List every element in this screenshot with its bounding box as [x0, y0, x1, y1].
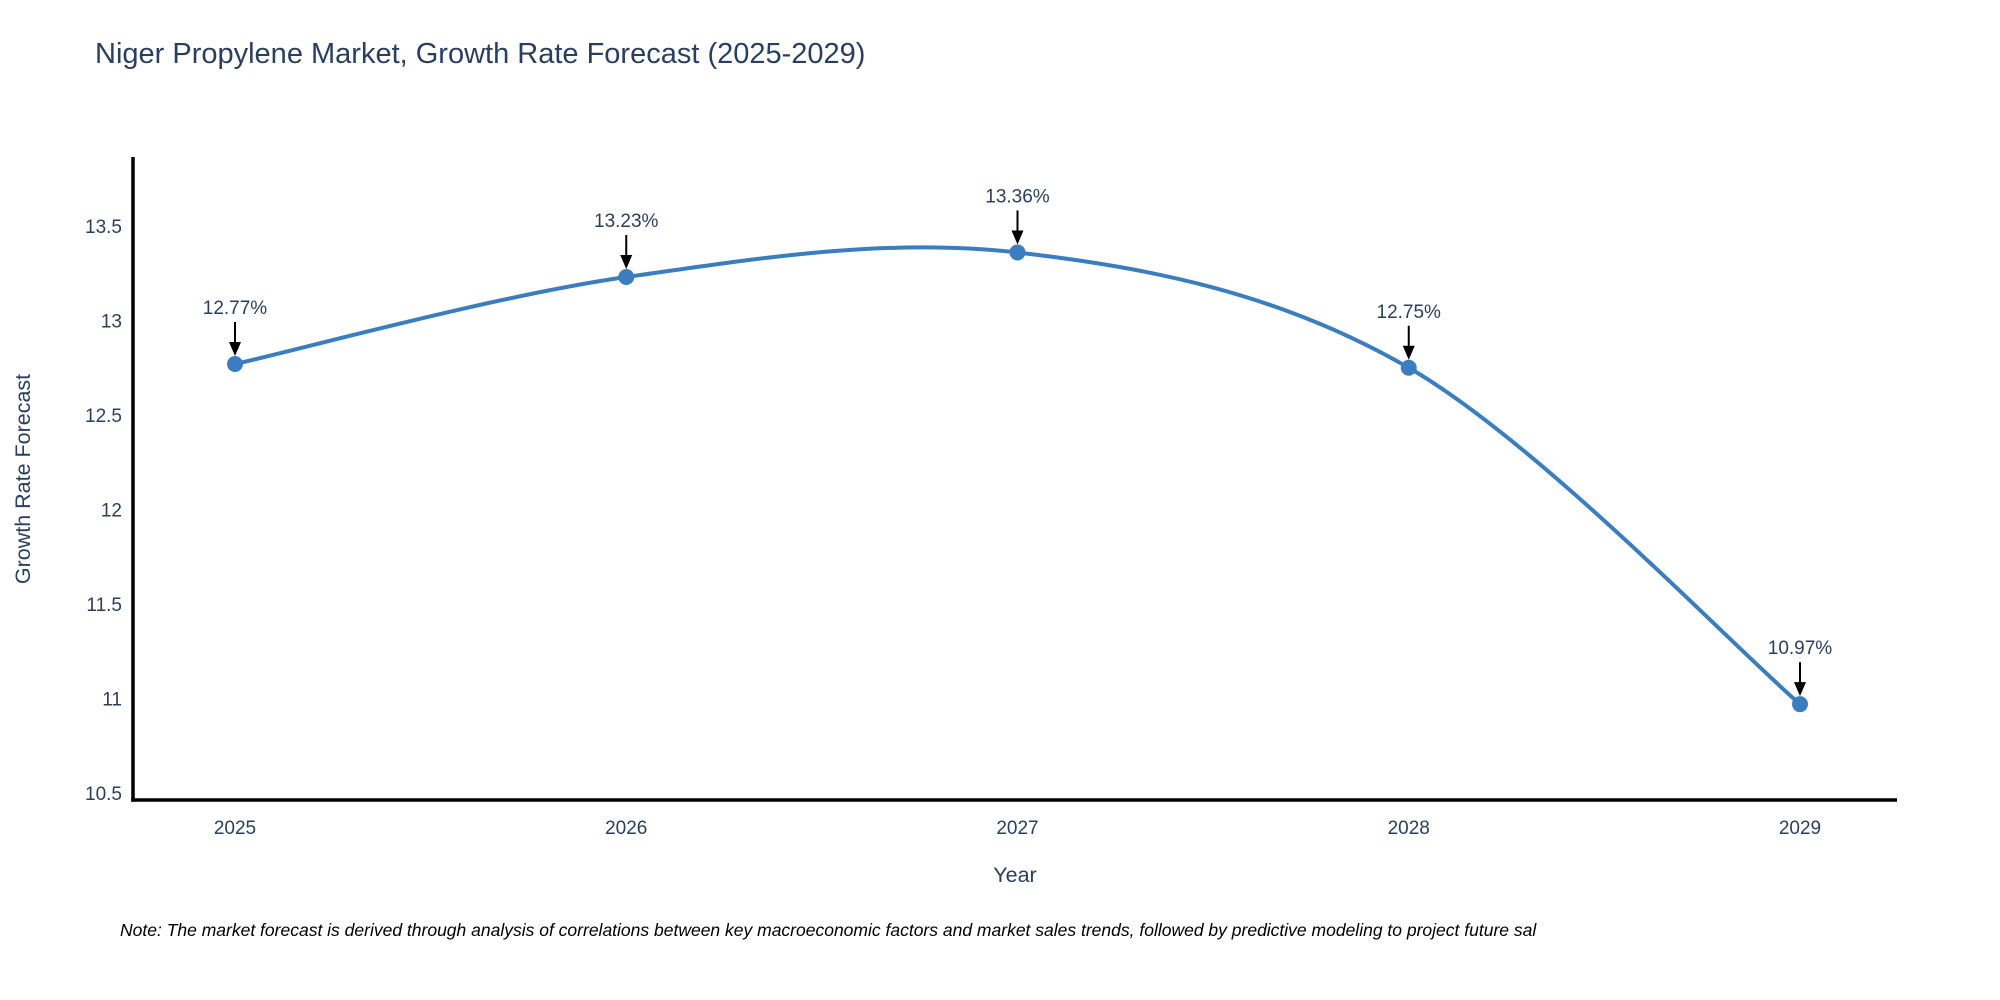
annotation-arrowhead-icon — [620, 255, 633, 270]
y-tick-label: 13 — [101, 312, 122, 333]
data-point-marker — [1400, 359, 1417, 376]
x-tick-label: 2029 — [1779, 818, 1821, 839]
x-tick-label: 2025 — [214, 818, 256, 839]
x-axis-title: Year — [993, 863, 1036, 887]
y-tick-label: 12.5 — [85, 406, 122, 427]
y-tick-label: 13.5 — [85, 217, 122, 238]
forecast-line — [233, 245, 1802, 707]
annotation-arrowhead-icon — [229, 341, 241, 356]
data-point-marker — [618, 269, 635, 286]
annotation-arrowhead-icon — [1794, 682, 1806, 697]
annotation-arrowhead-icon — [1011, 230, 1024, 245]
annotation-arrowhead-icon — [1402, 345, 1415, 360]
point-value-label: 13.36% — [985, 186, 1050, 207]
footnote: Note: The market forecast is derived thr… — [120, 920, 1537, 940]
data-point-marker — [227, 355, 243, 372]
x-tick-label: 2026 — [605, 818, 647, 839]
data-point-marker — [1792, 696, 1808, 713]
point-value-label: 13.23% — [594, 211, 659, 232]
x-tick-label: 2027 — [996, 818, 1038, 839]
y-tick-label: 11 — [102, 690, 122, 711]
y-tick-label: 10.5 — [85, 784, 122, 805]
y-tick-label: 11.5 — [86, 595, 122, 616]
y-tick-label: 12 — [101, 501, 122, 522]
point-value-label: 12.77% — [203, 298, 268, 319]
point-value-label: 10.97% — [1768, 638, 1833, 659]
y-axis-title: Growth Rate Forecast — [11, 374, 35, 584]
chart-title: Niger Propylene Market, Growth Rate Fore… — [95, 38, 866, 70]
data-point-marker — [1009, 244, 1026, 261]
point-value-label: 12.75% — [1377, 302, 1442, 323]
x-tick-label: 2028 — [1388, 818, 1430, 839]
